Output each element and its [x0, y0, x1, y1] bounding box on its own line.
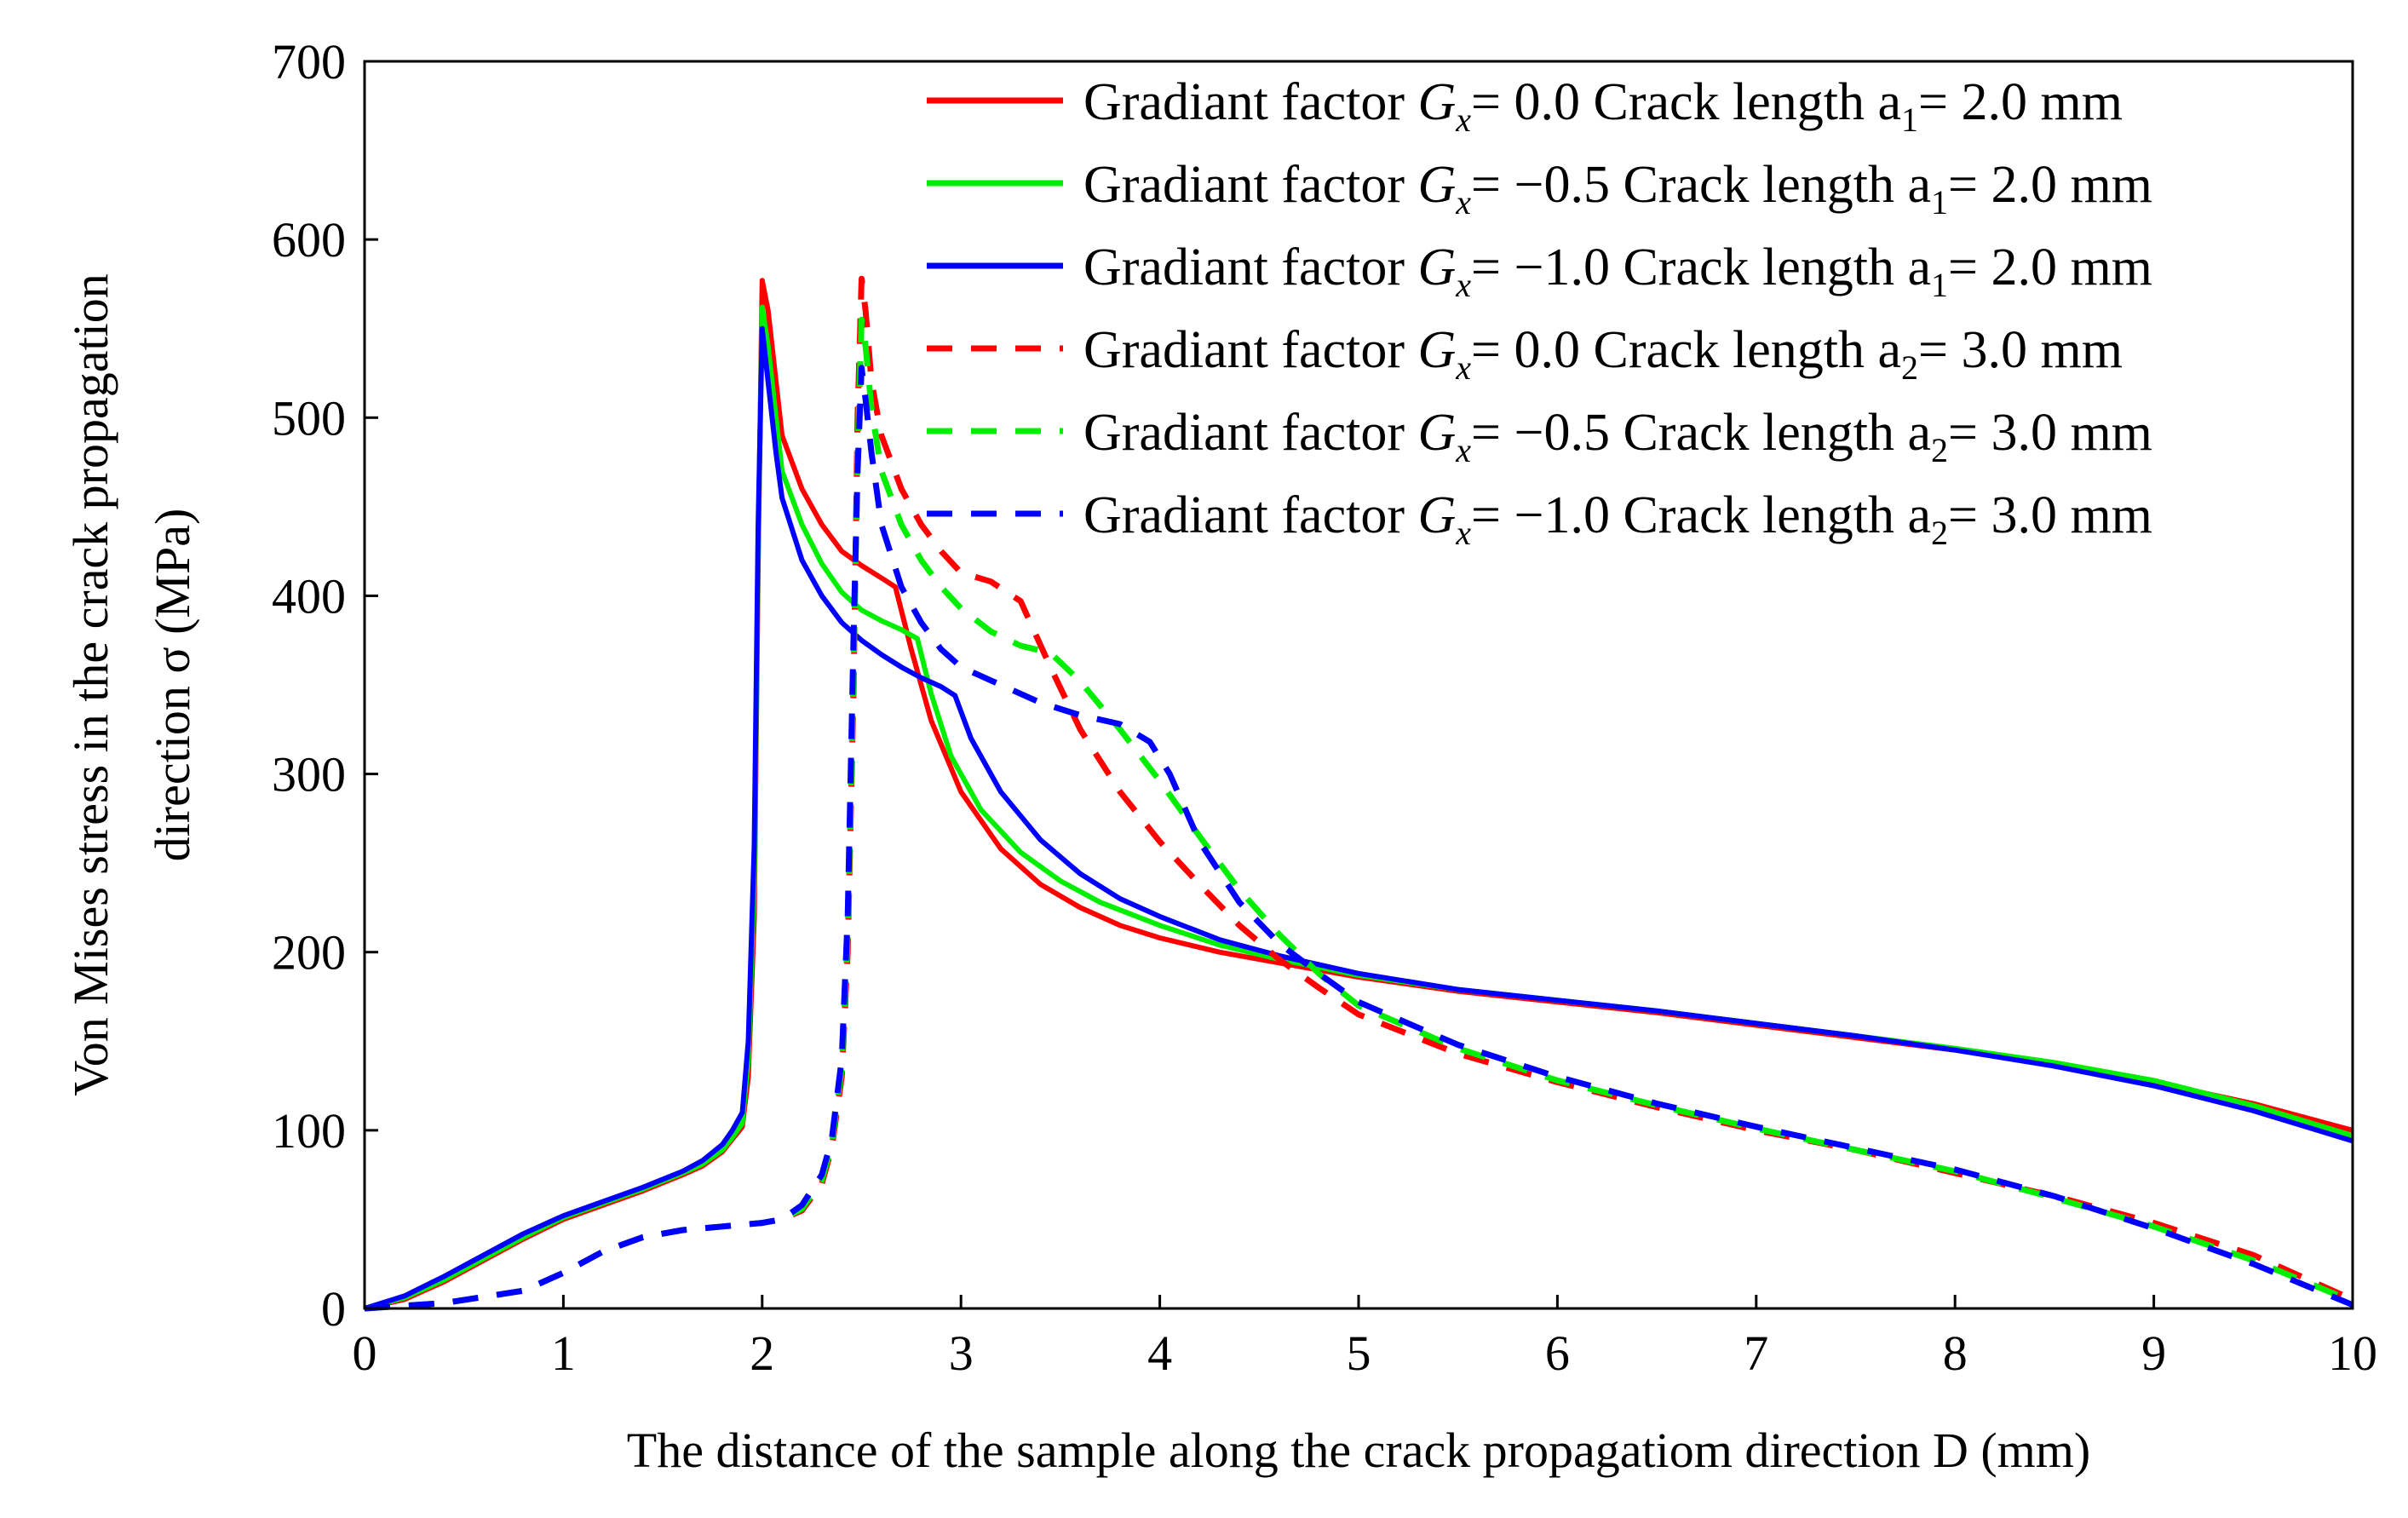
legend-gradient-value: = −0.5	[1471, 156, 1610, 214]
x-tick-label: 10	[2328, 1325, 2377, 1381]
x-tick-label: 2	[750, 1325, 774, 1381]
legend-crack-value: = 3.0 mm	[1918, 321, 2123, 379]
legend-label-5: Gradiant factor Gx= −0.5 Crack length a2…	[1083, 404, 2152, 469]
legend-crack-value: = 2.0 mm	[1948, 239, 2152, 296]
legend-crack-subscript: 1	[1931, 183, 1948, 221]
legend-prefix: Gradiant factor	[1083, 321, 1417, 379]
legend-crack-text: Crack length a	[1580, 73, 1901, 131]
y-tick-label: 100	[272, 1103, 346, 1159]
legend-crack-value: = 2.0 mm	[1948, 156, 2152, 214]
legend-crack-value: = 3.0 mm	[1948, 486, 2152, 544]
legend-crack-subscript: 1	[1931, 266, 1948, 304]
legend-variable: G	[1417, 73, 1456, 131]
legend-variable-subscript: x	[1455, 101, 1471, 139]
legend-variable-subscript: x	[1455, 514, 1471, 552]
x-tick-label: 5	[1347, 1325, 1371, 1381]
legend-crack-text: Crack length a	[1610, 239, 1931, 296]
legend-label-1: Gradiant factor Gx= 0.0 Crack length a1=…	[1083, 73, 2123, 139]
legend-prefix: Gradiant factor	[1083, 73, 1417, 131]
legend-variable-subscript: x	[1455, 266, 1471, 304]
legend-variable: G	[1417, 156, 1456, 214]
legend-prefix: Gradiant factor	[1083, 404, 1417, 462]
y-tick-label: 400	[272, 568, 346, 624]
series-layer	[364, 275, 2354, 1312]
legend-variable-subscript: x	[1455, 348, 1471, 387]
legend-prefix: Gradiant factor	[1083, 156, 1417, 214]
legend-gradient-value: = −0.5	[1471, 404, 1610, 462]
y-axis-title-line-2: direction σ (MPa)	[145, 509, 200, 862]
legend-gradient-value: = 0.0	[1471, 321, 1580, 379]
x-tick-label: 4	[1147, 1325, 1172, 1381]
legend-crack-text: Crack length a	[1580, 321, 1901, 379]
y-tick-label: 500	[272, 390, 346, 446]
y-tick-label: 0	[321, 1281, 346, 1337]
legend-variable-subscript: x	[1455, 431, 1471, 469]
x-tick-label: 1	[551, 1325, 576, 1381]
x-tick-label: 3	[949, 1325, 974, 1381]
legend-crack-text: Crack length a	[1610, 156, 1931, 214]
legend-crack-subscript: 2	[1901, 348, 1918, 387]
legend-crack-value: = 3.0 mm	[1948, 404, 2152, 462]
legend-variable-subscript: x	[1455, 183, 1471, 221]
legend-label-3: Gradiant factor Gx= −1.0 Crack length a1…	[1083, 239, 2152, 304]
x-tick-label: 0	[353, 1325, 377, 1381]
legend-variable: G	[1417, 404, 1456, 462]
legend-prefix: Gradiant factor	[1083, 239, 1417, 296]
series-line-5	[364, 316, 2354, 1312]
legend-crack-text: Crack length a	[1610, 486, 1931, 544]
x-axis-title: The distance of the sample along the cra…	[627, 1423, 2090, 1478]
legend-crack-subscript: 2	[1931, 431, 1948, 469]
x-tick-label: 9	[2141, 1325, 2166, 1381]
legend-gradient-value: = −1.0	[1471, 239, 1610, 296]
y-tick-label: 200	[272, 925, 346, 980]
y-tick-label: 300	[272, 747, 346, 802]
legend-crack-text: Crack length a	[1610, 404, 1931, 462]
legend-gradient-value: = −1.0	[1471, 486, 1610, 544]
legend-variable: G	[1417, 239, 1456, 296]
legend-label-6: Gradiant factor Gx= −1.0 Crack length a2…	[1083, 486, 2152, 552]
legend-crack-subscript: 2	[1931, 514, 1948, 552]
x-tick-label: 8	[1943, 1325, 1968, 1381]
legend: Gradiant factor Gx= 0.0 Crack length a1=…	[927, 73, 2152, 552]
legend-prefix: Gradiant factor	[1083, 486, 1417, 544]
legend-variable: G	[1417, 486, 1456, 544]
x-tick-label: 7	[1744, 1325, 1768, 1381]
series-line-3	[364, 325, 2353, 1311]
legend-variable: G	[1417, 321, 1456, 379]
legend-crack-value: = 2.0 mm	[1918, 73, 2123, 131]
legend-crack-subscript: 1	[1901, 101, 1918, 139]
y-tick-label: 600	[272, 212, 346, 267]
y-axis-title-line-1: Von Mises stress in the crack propagatio…	[63, 273, 118, 1095]
legend-gradient-value: = 0.0	[1471, 73, 1580, 131]
legend-label-2: Gradiant factor Gx= −0.5 Crack length a1…	[1083, 156, 2152, 221]
y-tick-label: 700	[272, 34, 346, 89]
legend-label-4: Gradiant factor Gx= 0.0 Crack length a2=…	[1083, 321, 2123, 387]
x-tick-label: 6	[1545, 1325, 1570, 1381]
